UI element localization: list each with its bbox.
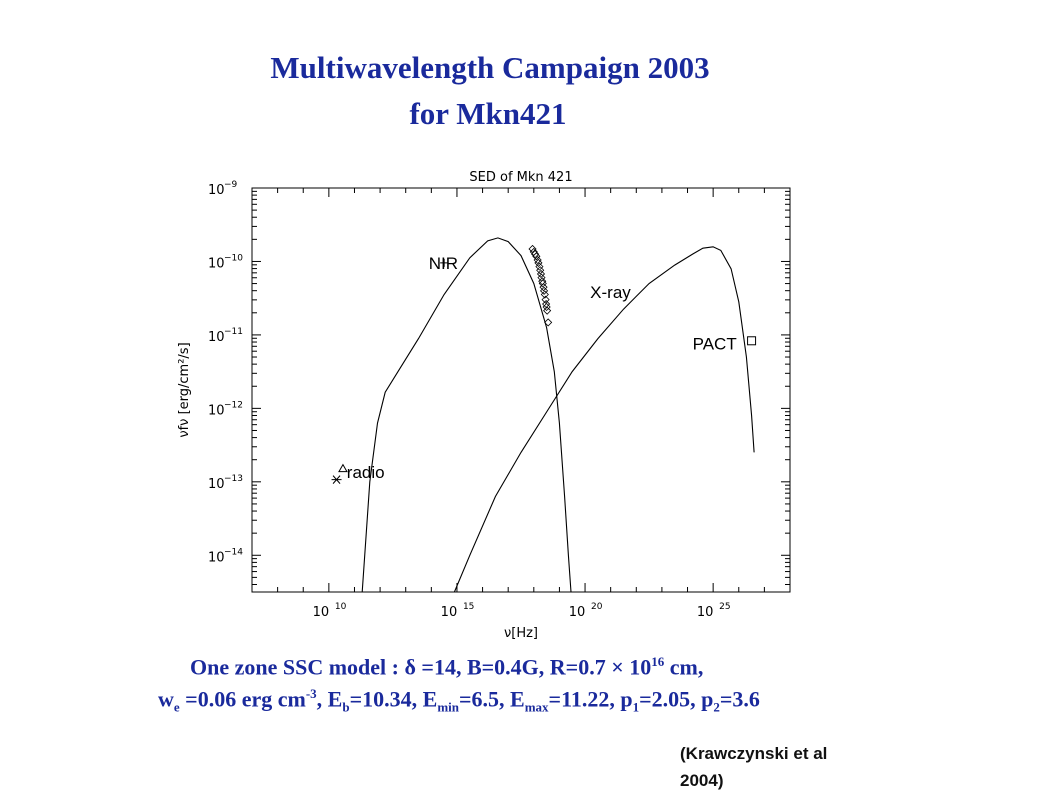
radio-triangle-point <box>338 463 348 473</box>
y-tick-exponent: −14 <box>224 547 243 557</box>
caption2-part3: -3 <box>305 686 317 701</box>
citation: (Krawczynski et al 2004) <box>680 740 920 794</box>
xray-point <box>539 283 548 292</box>
y-tick-exponent: −11 <box>224 327 243 337</box>
xray-point <box>544 318 553 327</box>
x-axis-label: ν[Hz] <box>504 626 538 641</box>
xray-point <box>528 244 537 254</box>
nir-point <box>440 258 449 267</box>
y-tick-exponent: −9 <box>224 180 238 190</box>
y-tick-label: 10 <box>208 330 225 345</box>
slide-title-line2: for Mkn421 <box>409 96 567 131</box>
annotation-pact: PACT <box>693 335 737 354</box>
caption1-part0: One zone SSC model : δ =14, B=0.4G, R=0.… <box>190 654 652 680</box>
pact-point <box>747 336 757 346</box>
caption2-part12: =2.05, p <box>639 686 714 712</box>
x-tick-exponent: 10 <box>335 602 347 612</box>
y-tick-label: 10 <box>208 256 225 271</box>
caption2-part5: b <box>342 699 350 715</box>
caption2-part9: max <box>524 699 549 715</box>
x-tick-exponent: 20 <box>591 602 603 612</box>
caption2-part14: =3.6 <box>719 686 760 712</box>
xray-point <box>533 255 542 265</box>
xray-point <box>534 258 543 267</box>
xray-point <box>535 262 544 271</box>
caption2-part0: w <box>158 686 174 712</box>
annotation-x-ray: X-ray <box>590 283 631 302</box>
x-tick-label: 10 <box>697 605 714 620</box>
x-tick-exponent: 25 <box>719 602 730 612</box>
xray-point <box>536 266 545 275</box>
y-tick-label: 10 <box>208 183 225 198</box>
y-axis-label: νfν [erg/cm²/s] <box>177 342 192 437</box>
caption2-part6: =10.34, E <box>349 686 438 712</box>
model-curve-0 <box>361 237 572 593</box>
caption2-part11: 1 <box>632 699 640 715</box>
y-tick-label: 10 <box>208 403 225 418</box>
model-curve-1 <box>453 246 755 593</box>
caption2-part8: =6.5, E <box>458 686 525 712</box>
caption2-part2: =0.06 erg cm <box>179 686 306 712</box>
xray-point <box>538 279 547 288</box>
slide-title-line1: Multiwavelength Campaign 2003 <box>270 50 710 85</box>
y-tick-exponent: −10 <box>224 253 243 263</box>
citation-line2: 2004) <box>680 771 724 790</box>
xray-point <box>542 299 551 309</box>
annotation-nir: NIR <box>429 254 458 273</box>
model-caption-line1: One zone SSC model : δ =14, B=0.4G, R=0.… <box>190 654 703 680</box>
x-tick-label: 10 <box>313 605 330 620</box>
chart-title: SED of Mkn 421 <box>469 170 572 185</box>
caption2-part7: min <box>437 699 459 715</box>
caption1-part2: cm, <box>664 654 704 680</box>
xray-point <box>542 302 551 312</box>
xray-point <box>541 295 550 304</box>
y-tick-label: 10 <box>208 550 225 565</box>
xray-point <box>543 306 552 315</box>
caption2-part10: =11.22, p <box>548 686 633 712</box>
caption1-part1: 16 <box>651 654 665 669</box>
xray-point <box>536 269 546 279</box>
caption2-part4: , E <box>316 686 343 712</box>
plot-frame <box>251 187 791 593</box>
x-tick-label: 10 <box>441 605 458 620</box>
radio-asterisk-point <box>331 475 342 484</box>
caption2-part13: 2 <box>713 699 720 715</box>
citation-line1: (Krawczynski et al <box>680 744 828 763</box>
x-tick-label: 10 <box>569 605 586 620</box>
y-tick-exponent: −12 <box>224 400 243 410</box>
x-tick-exponent: 15 <box>463 602 474 612</box>
xray-point <box>540 290 549 299</box>
y-tick-exponent: −13 <box>224 474 243 484</box>
xray-point <box>531 250 540 259</box>
xray-point <box>539 286 549 295</box>
model-caption-line2: we =0.06 erg cm-3, Eb=10.34, Emin=6.5, E… <box>158 686 760 716</box>
caption2-part1: e <box>173 699 180 715</box>
xray-point <box>532 252 541 261</box>
annotation-radio: radio <box>347 463 385 482</box>
y-tick-label: 10 <box>208 477 225 492</box>
